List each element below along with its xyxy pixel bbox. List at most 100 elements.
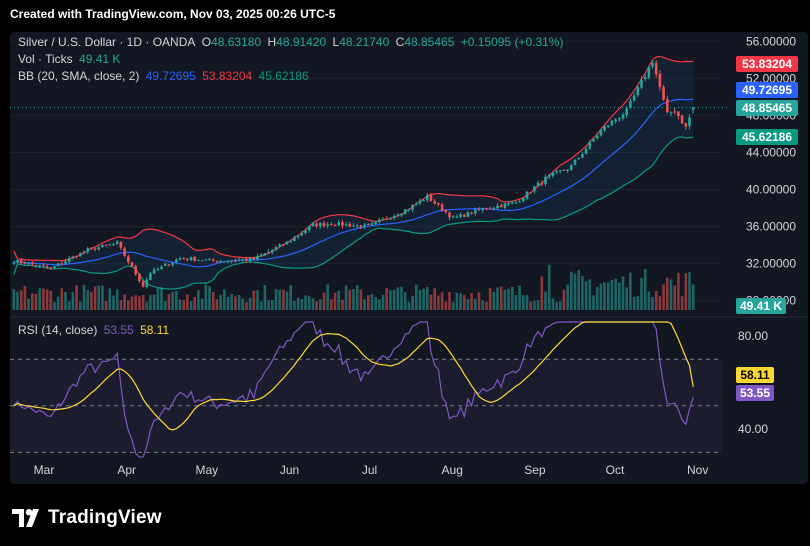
volume-bar — [573, 273, 577, 310]
volume-bar — [662, 284, 665, 310]
candle-body — [127, 256, 130, 263]
candle-body — [522, 198, 525, 201]
volume-bar — [503, 290, 507, 310]
candle — [145, 277, 149, 289]
candle-body — [285, 241, 289, 245]
volume-bar — [348, 289, 352, 310]
candle-body — [514, 202, 518, 204]
candle-body — [422, 200, 425, 202]
candle — [200, 260, 204, 262]
candle — [252, 256, 256, 261]
candle-body — [389, 218, 392, 220]
legend-vol-value: 49.41 K — [79, 52, 121, 66]
volume-bar — [536, 300, 540, 310]
volume-bar — [673, 285, 676, 310]
candle — [359, 224, 363, 230]
candle-body — [555, 171, 558, 173]
candle-body — [19, 260, 23, 264]
candle — [322, 220, 326, 228]
volume-bar — [341, 299, 344, 310]
candle-body — [282, 244, 285, 246]
candle — [673, 107, 676, 115]
candle-body — [610, 120, 614, 126]
volume-bar — [666, 277, 669, 310]
badge-bb-mid: 49.72695 — [736, 82, 798, 98]
candle-body — [208, 258, 211, 260]
volume-bar — [625, 287, 628, 310]
legend-rsi-value: 53.55 — [103, 323, 134, 337]
volume-bar — [496, 287, 499, 310]
candle — [669, 111, 673, 117]
volume-bar — [444, 301, 448, 310]
volume-bar — [514, 295, 518, 310]
candle-body — [640, 79, 643, 88]
candle — [666, 95, 669, 114]
volume-bar — [130, 296, 134, 310]
volume-bar — [499, 286, 503, 310]
volume-bar — [93, 286, 97, 310]
volume-bar — [522, 295, 525, 310]
candle-body — [104, 244, 108, 246]
legend-bb-label: BB (20, SMA, close, 2) — [18, 69, 140, 83]
candle-body — [211, 259, 215, 261]
candle-body — [60, 263, 64, 265]
candle — [688, 114, 691, 130]
candle-body — [175, 259, 178, 263]
volume-bar — [108, 288, 112, 310]
candle-body — [200, 260, 204, 262]
candle — [496, 203, 499, 210]
candle-body — [71, 256, 75, 258]
candle — [558, 169, 562, 174]
chart-svg[interactable]: 56.0000052.0000048.0000044.0000040.00000… — [10, 32, 808, 484]
candle — [455, 214, 459, 219]
volume-bar — [618, 282, 621, 310]
volume-bar — [104, 301, 108, 310]
legend-c-label: C — [395, 35, 405, 49]
candle-body — [38, 265, 41, 267]
candle-body — [577, 157, 580, 160]
volume-bar — [156, 287, 160, 310]
candle-body — [415, 203, 418, 205]
candle — [45, 264, 49, 269]
candle — [606, 125, 610, 128]
candle — [19, 257, 23, 265]
candle — [363, 222, 366, 230]
candle-body — [341, 222, 344, 226]
candle — [204, 259, 208, 261]
volume-bar — [525, 295, 529, 310]
candle — [330, 222, 333, 226]
candle — [219, 259, 222, 264]
candle-body — [45, 266, 49, 268]
volume-bar — [632, 296, 636, 310]
volume-bar — [296, 297, 300, 310]
volume-bar — [49, 291, 53, 310]
candle-body — [204, 259, 208, 261]
volume-bar — [282, 289, 285, 310]
candle — [691, 106, 695, 114]
volume-bar — [555, 301, 558, 310]
candle — [12, 260, 16, 265]
candle — [433, 198, 436, 205]
legend-l-label: L — [332, 35, 340, 49]
candle — [400, 213, 403, 218]
volume-bar — [304, 295, 307, 310]
tradingview-logo-icon — [12, 509, 39, 527]
tradingview-logo: TradingView — [12, 506, 162, 530]
candle — [529, 191, 532, 194]
candle-body — [311, 223, 315, 227]
candle — [426, 192, 429, 203]
candle — [156, 267, 160, 271]
candle — [56, 262, 60, 267]
candle — [640, 76, 643, 90]
candle — [230, 260, 233, 264]
candle-body — [115, 241, 119, 245]
legend-bb-mid: 49.72695 — [145, 69, 196, 83]
candle — [211, 258, 215, 263]
volume-bar — [197, 290, 200, 310]
candle-body — [573, 160, 577, 165]
candle — [115, 240, 119, 245]
candle — [282, 243, 285, 247]
legend-bb-lower: 45.62186 — [258, 69, 309, 83]
candle-body — [540, 183, 544, 185]
candle — [422, 198, 425, 202]
